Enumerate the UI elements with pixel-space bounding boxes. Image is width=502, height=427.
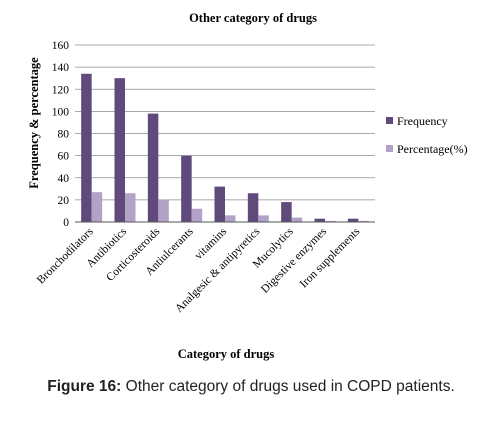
bar-percentage	[258, 215, 269, 222]
bar-frequency	[181, 155, 192, 222]
bar-frequency	[314, 218, 325, 222]
bar-frequency	[147, 113, 159, 222]
bar-percentage	[358, 220, 369, 222]
bar-percentage	[125, 193, 136, 222]
y-tick-label: 60	[58, 151, 70, 163]
legend-swatch	[386, 117, 393, 124]
legend-label: Frequency	[397, 114, 448, 128]
bar-frequency	[114, 78, 125, 222]
y-tick-label: 40	[58, 173, 70, 185]
bar-percentage	[191, 208, 203, 222]
bar-percentage	[225, 215, 236, 222]
x-tick-label: Bronchodilators	[35, 225, 96, 286]
bar-percentage	[158, 199, 169, 222]
x-axis-label: Category of drugs	[178, 347, 275, 361]
figure-caption-text: Other category of drugs used in COPD pat…	[121, 378, 455, 395]
y-tick-label: 140	[52, 62, 70, 74]
bar-percentage	[291, 217, 303, 222]
chart-title: Other category of drugs	[189, 11, 317, 25]
legend-swatch	[386, 145, 393, 152]
y-tick-label: 160	[52, 40, 70, 52]
y-tick-label: 0	[63, 217, 69, 229]
bar-frequency	[247, 193, 259, 222]
y-tick-label: 120	[52, 84, 70, 96]
bar-chart: Other category of drugs 0 20 40 60 80 100 120 1…	[27, 11, 468, 361]
x-tick-labels: BronchodilatorsAntibioticsCorticosteroid…	[35, 225, 363, 315]
legend-label: Percentage(%)	[397, 142, 468, 156]
bars	[81, 73, 369, 222]
x-tick-label: Iron supplements	[298, 225, 363, 290]
bar-percentage	[91, 192, 103, 222]
y-tick-labels: 0 20 40 60 80 100 120 140 160	[52, 40, 70, 229]
y-axis-label: Frequency & percentage	[27, 57, 41, 189]
bar-frequency	[281, 202, 292, 222]
bar-frequency	[347, 218, 359, 222]
bar-percentage	[325, 220, 336, 222]
figure-caption: Figure 16: Other category of drugs used …	[0, 378, 502, 396]
bar-frequency	[214, 186, 225, 222]
y-tick-label: 100	[52, 106, 70, 118]
figure-caption-label: Figure 16:	[47, 378, 122, 395]
y-tick-label: 20	[58, 195, 70, 207]
legend: Frequency Percentage(%)	[386, 114, 468, 156]
y-tick-label: 80	[58, 129, 70, 141]
bar-frequency	[81, 73, 92, 222]
